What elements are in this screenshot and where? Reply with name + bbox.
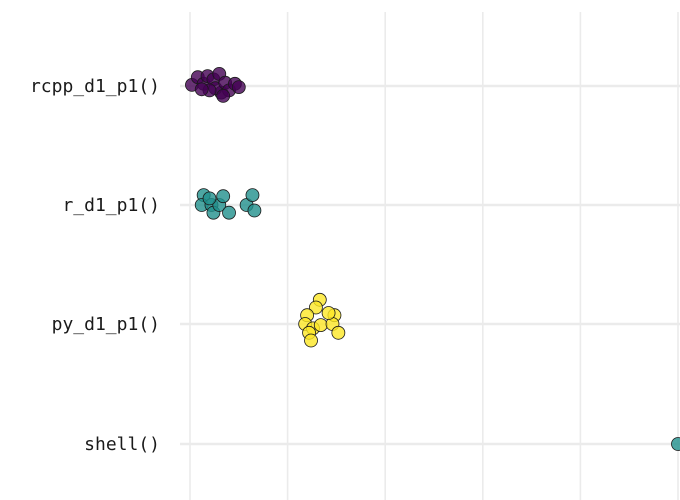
data-point (231, 80, 246, 94)
data-point (216, 189, 231, 204)
data-point (247, 203, 262, 218)
data-point (216, 89, 231, 103)
y-tick-label: shell() (84, 434, 160, 455)
data-point (222, 205, 236, 220)
data-point (309, 300, 323, 315)
data-point (321, 306, 336, 320)
y-tick-label: py_d1_p1() (52, 314, 160, 335)
data-point (245, 188, 260, 203)
data-point (304, 333, 318, 348)
grid (180, 12, 680, 500)
data-point (202, 191, 217, 206)
data-point (313, 318, 328, 333)
y-tick-label: rcpp_d1_p1() (30, 76, 160, 97)
y-tick-label: r_d1_p1() (62, 195, 160, 216)
data-point (331, 325, 346, 340)
data-point (194, 82, 209, 97)
data-points (185, 67, 680, 451)
data-point (671, 437, 680, 451)
y-tick-labels: rcpp_d1_p1() r_d1_p1() py_d1_p1() shell() (30, 76, 160, 455)
